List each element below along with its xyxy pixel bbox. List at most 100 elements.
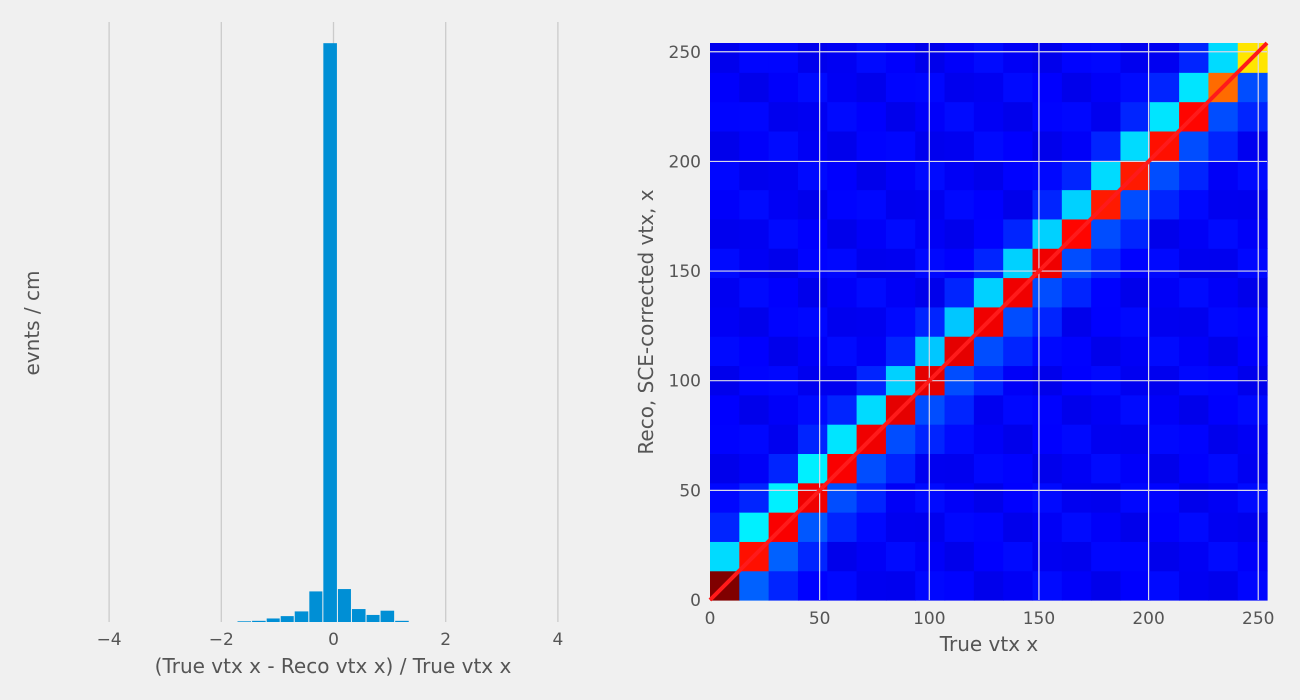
histogram-x-tick-label: 4 xyxy=(552,630,563,650)
heatmap-cell xyxy=(1091,394,1122,425)
heatmap-cell xyxy=(944,482,975,513)
heatmap-cell xyxy=(944,248,975,279)
heatmap-cell xyxy=(1120,336,1151,367)
heatmap-cell xyxy=(1208,189,1239,220)
heatmap-cell xyxy=(1091,424,1122,455)
heatmap-cell xyxy=(973,424,1004,455)
heatmap-cell xyxy=(739,72,770,103)
heatmap-cell xyxy=(768,541,799,572)
heatmap-cell xyxy=(739,101,770,132)
heatmap-cell xyxy=(973,541,1004,572)
heatmap-cell xyxy=(1003,72,1034,103)
heatmap-cell xyxy=(1061,189,1092,220)
heatmap-cell xyxy=(768,453,799,484)
heatmap-cell xyxy=(944,512,975,542)
heatmap-cell xyxy=(768,72,799,103)
heatmap-cell xyxy=(1179,72,1210,103)
heatmap-cell xyxy=(1208,424,1239,455)
heatmap-cell xyxy=(944,541,975,572)
heatmap-cell xyxy=(739,130,770,161)
heatmap-cell xyxy=(1149,570,1180,601)
heatmap-cell xyxy=(827,306,858,337)
heatmap-cell xyxy=(944,453,975,484)
heatmap-cell xyxy=(1208,482,1239,513)
heatmap-cell xyxy=(915,130,946,161)
heatmap-cell xyxy=(944,424,975,455)
heatmap-cell xyxy=(827,248,858,279)
heatmap-cell xyxy=(1120,570,1151,601)
heatmap-cell xyxy=(1179,453,1210,484)
heatmap-cell xyxy=(856,277,887,308)
heatmap-cell xyxy=(1208,101,1239,132)
heatmap-cell xyxy=(973,570,1004,601)
heatmap-cell xyxy=(1149,72,1180,103)
heatmap-y-tick-label: 250 xyxy=(669,43,701,63)
heatmap-cell xyxy=(1208,512,1239,542)
heatmap-cell xyxy=(856,160,887,191)
heatmap-cell xyxy=(1032,541,1063,572)
heatmap-cell xyxy=(827,394,858,425)
heatmap-cell xyxy=(915,306,946,337)
heatmap-cell xyxy=(973,218,1004,249)
heatmap-cell xyxy=(1208,336,1239,367)
heatmap-cell xyxy=(1032,453,1063,484)
heatmap-cell xyxy=(885,248,916,279)
heatmap-cell xyxy=(1149,306,1180,337)
heatmap-cell xyxy=(1120,189,1151,220)
heatmap-cell xyxy=(973,72,1004,103)
heatmap-cell xyxy=(885,541,916,572)
heatmap-cell xyxy=(915,512,946,542)
heatmap-cell xyxy=(1061,541,1092,572)
heatmap-cell xyxy=(1032,277,1063,308)
histogram-bar xyxy=(252,620,266,622)
heatmap-cell xyxy=(1003,160,1034,191)
heatmap-cell xyxy=(1120,248,1151,279)
heatmap-cell xyxy=(915,72,946,103)
heatmap-gridlines xyxy=(710,43,1267,600)
heatmap-cell xyxy=(1237,394,1268,425)
heatmap-cell xyxy=(710,160,740,191)
heatmap-cell xyxy=(973,248,1004,279)
heatmap-cell xyxy=(797,101,828,132)
heatmap-cell xyxy=(1120,512,1151,542)
heatmap-panel: 0 50 100 150 200 250 0 50 100 150 200 250 True vtx… xyxy=(634,41,1274,656)
heatmap-cell xyxy=(1061,277,1092,308)
heatmap-cell xyxy=(1032,72,1063,103)
heatmap-cell xyxy=(885,101,916,132)
heatmap-cell xyxy=(1032,43,1063,73)
heatmap-cell xyxy=(1091,130,1122,161)
heatmap-cell xyxy=(915,336,946,367)
heatmap-cell xyxy=(827,101,858,132)
heatmap-cell xyxy=(1208,394,1239,425)
heatmap-cell xyxy=(1149,277,1180,308)
heatmap-cell xyxy=(797,218,828,249)
heatmap-cell xyxy=(797,336,828,367)
heatmap-cell xyxy=(973,394,1004,425)
heatmap-cell xyxy=(1032,306,1063,337)
heatmap-cell xyxy=(768,336,799,367)
heatmap-cell xyxy=(885,218,916,249)
heatmap-cell xyxy=(973,189,1004,220)
heatmap-cell xyxy=(768,43,799,73)
heatmap-cell xyxy=(739,394,770,425)
heatmap-cell xyxy=(1149,218,1180,249)
heatmap-cell xyxy=(1032,189,1063,220)
heatmap-cell xyxy=(973,453,1004,484)
heatmap-y-tick-label: 200 xyxy=(669,152,701,172)
heatmap-cell xyxy=(1149,512,1180,542)
heatmap-cell xyxy=(944,101,975,132)
histogram-bar xyxy=(280,616,294,622)
heatmap-cell xyxy=(827,336,858,367)
heatmap-cell xyxy=(885,189,916,220)
heatmap-cell xyxy=(739,424,770,455)
heatmap-cell xyxy=(1120,277,1151,308)
heatmap-cell xyxy=(1208,248,1239,279)
heatmap-cell xyxy=(1120,306,1151,337)
heatmap-cell xyxy=(1208,453,1239,484)
heatmap-cell xyxy=(768,189,799,220)
heatmap-cell xyxy=(827,218,858,249)
histogram-bar xyxy=(309,591,323,622)
heatmap-cell xyxy=(1237,101,1268,132)
heatmap-cell xyxy=(1179,189,1210,220)
heatmap-cell xyxy=(1061,336,1092,367)
